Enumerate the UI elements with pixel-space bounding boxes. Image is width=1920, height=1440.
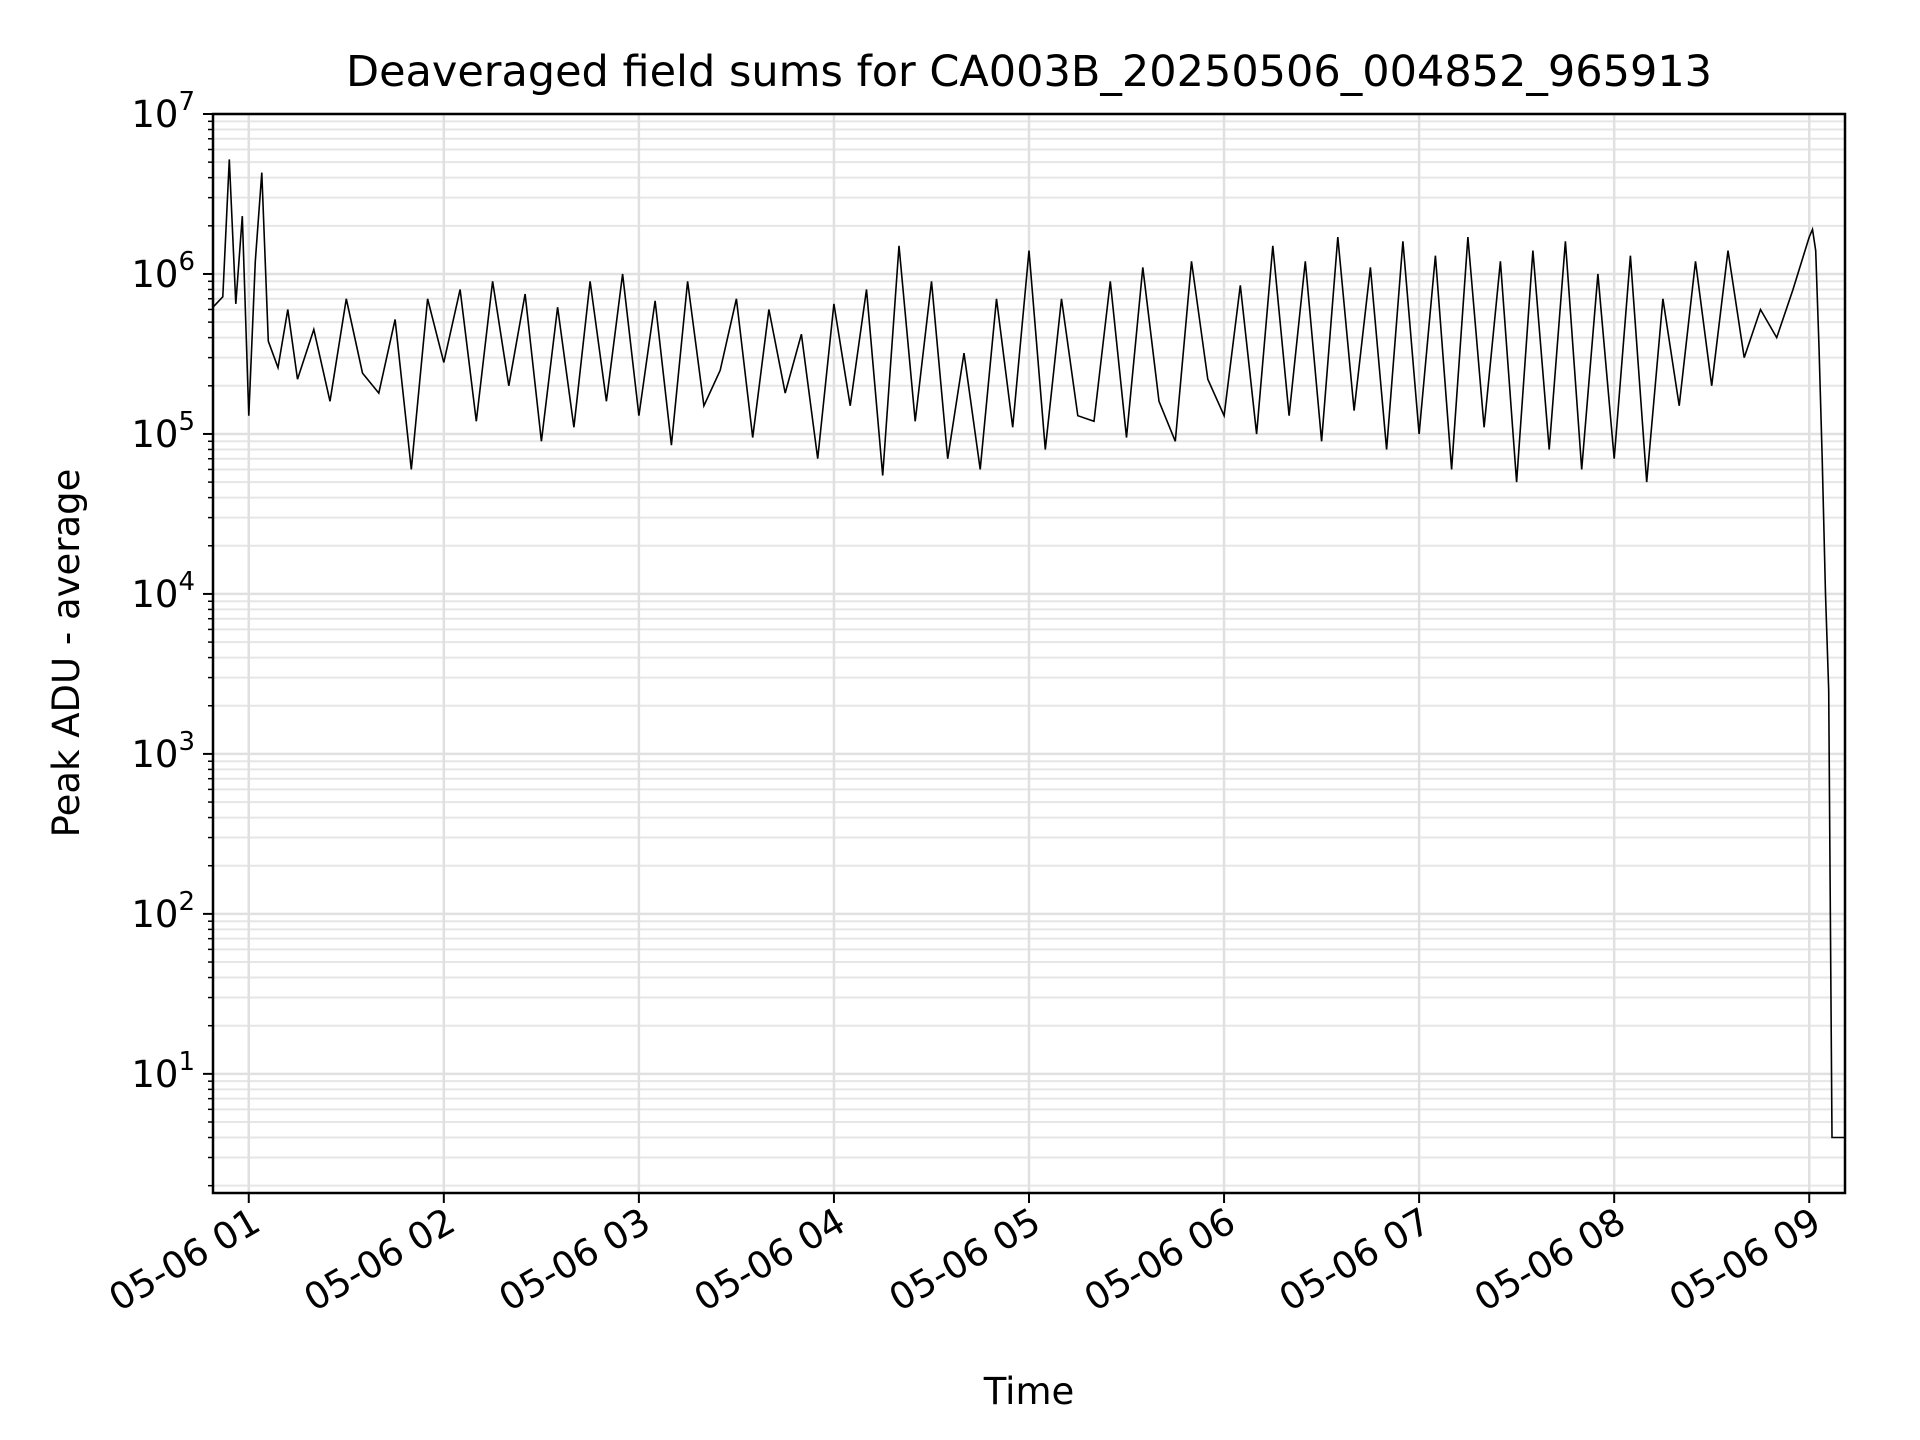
y-tick-label: 104 xyxy=(131,567,195,616)
y-tick-label: 107 xyxy=(131,87,195,136)
x-axis-label: Time xyxy=(983,1370,1075,1413)
series-line xyxy=(212,159,1845,1139)
series-layer xyxy=(212,159,1845,1139)
y-tick-label: 102 xyxy=(131,887,195,936)
grid xyxy=(213,112,1845,1193)
y-tick-label: 106 xyxy=(131,247,195,296)
y-tick-label: 103 xyxy=(131,727,195,776)
y-tick-label: 105 xyxy=(131,407,195,456)
chart-title: Deaveraged field sums for CA003B_2025050… xyxy=(346,47,1712,97)
y-tick-label: 101 xyxy=(131,1047,195,1096)
y-axis-label: Peak ADU - average xyxy=(45,469,88,838)
